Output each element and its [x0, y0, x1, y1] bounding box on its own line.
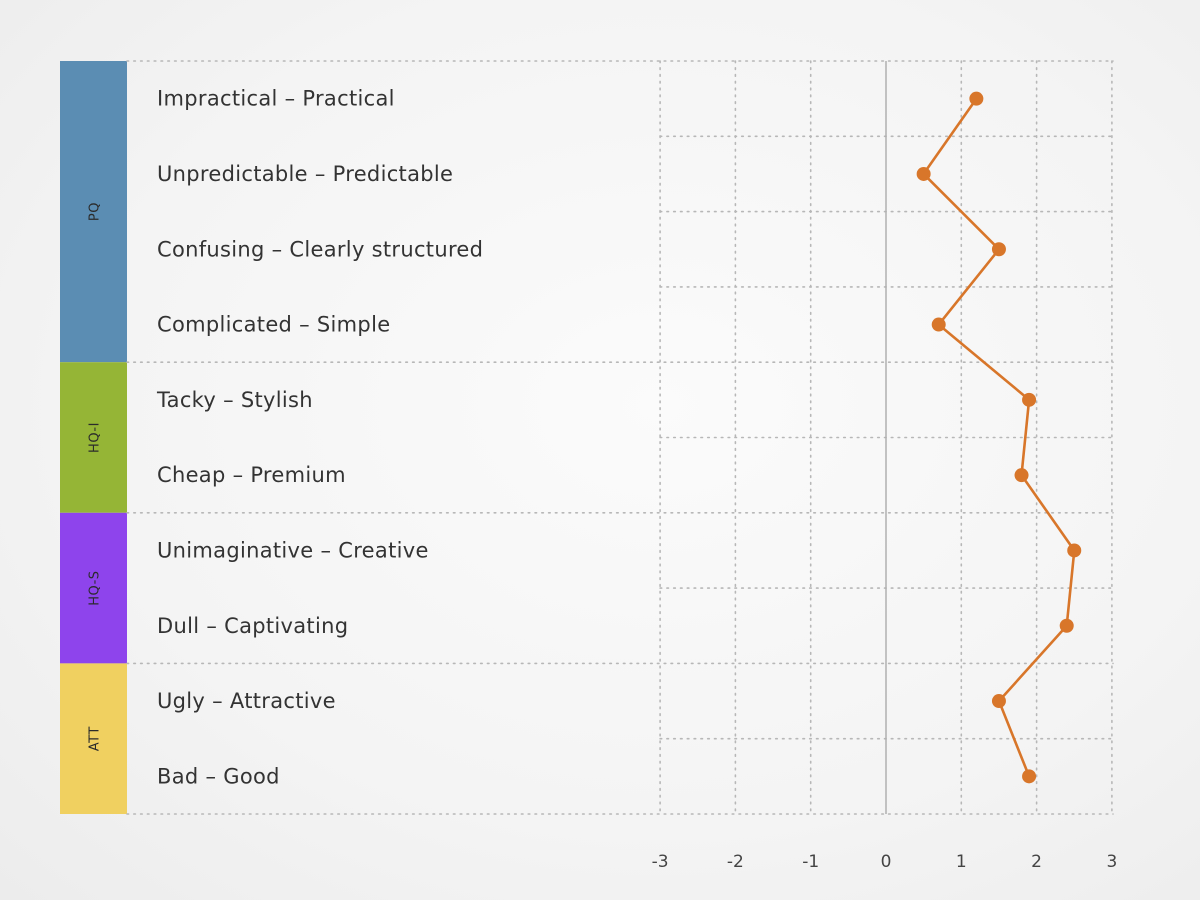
grid-lines: [126, 60, 1114, 815]
series-line: [916, 91, 1082, 784]
x-tick-label: -2: [727, 852, 744, 872]
data-point: [931, 317, 946, 332]
x-tick-label: 3: [1106, 852, 1117, 872]
row-label: Bad – Good: [157, 764, 280, 788]
x-tick-label: -3: [652, 852, 669, 872]
data-point: [969, 91, 984, 106]
category-label-pq: PQ: [88, 202, 103, 221]
row-label: Complicated – Simple: [157, 313, 390, 337]
data-point: [991, 694, 1006, 709]
data-point: [1059, 618, 1074, 633]
row-label: Cheap – Premium: [157, 463, 346, 487]
data-point: [916, 166, 931, 181]
data-point: [991, 242, 1006, 257]
category-band-hq-i: [60, 362, 127, 513]
x-tick-label: 1: [956, 852, 967, 872]
row-label: Confusing – Clearly structured: [157, 237, 483, 261]
x-tick-label: 2: [1031, 852, 1042, 872]
x-tick-label: 0: [881, 852, 892, 872]
row-label: Ugly – Attractive: [157, 689, 336, 713]
row-label: Unimaginative – Creative: [157, 538, 429, 562]
row-label: Dull – Captivating: [157, 614, 348, 638]
category-label-att: ATT: [88, 726, 103, 751]
x-tick-label: -1: [802, 852, 819, 872]
row-label: Tacky – Stylish: [156, 388, 313, 412]
category-label-hq-s: HQ-S: [88, 570, 103, 605]
row-label: Unpredictable – Predictable: [157, 162, 453, 186]
row-label: Impractical – Practical: [157, 87, 395, 111]
data-point: [1022, 392, 1037, 407]
category-bands: PQ HQ-I HQ-S ATT: [60, 61, 127, 814]
row-labels: Impractical – Practical Unpredictable – P…: [156, 87, 483, 789]
category-band-att: [60, 663, 127, 814]
data-point: [1067, 543, 1082, 558]
data-point: [1014, 468, 1029, 483]
category-label-hq-i: HQ-I: [88, 422, 103, 453]
x-axis-ticks: -3 -2 -1 0 1 2 3: [652, 852, 1118, 872]
data-point: [1022, 769, 1037, 784]
category-band-pq: [60, 61, 127, 363]
series-line-path: [922, 97, 1076, 777]
category-band-hq-s: [60, 512, 127, 664]
